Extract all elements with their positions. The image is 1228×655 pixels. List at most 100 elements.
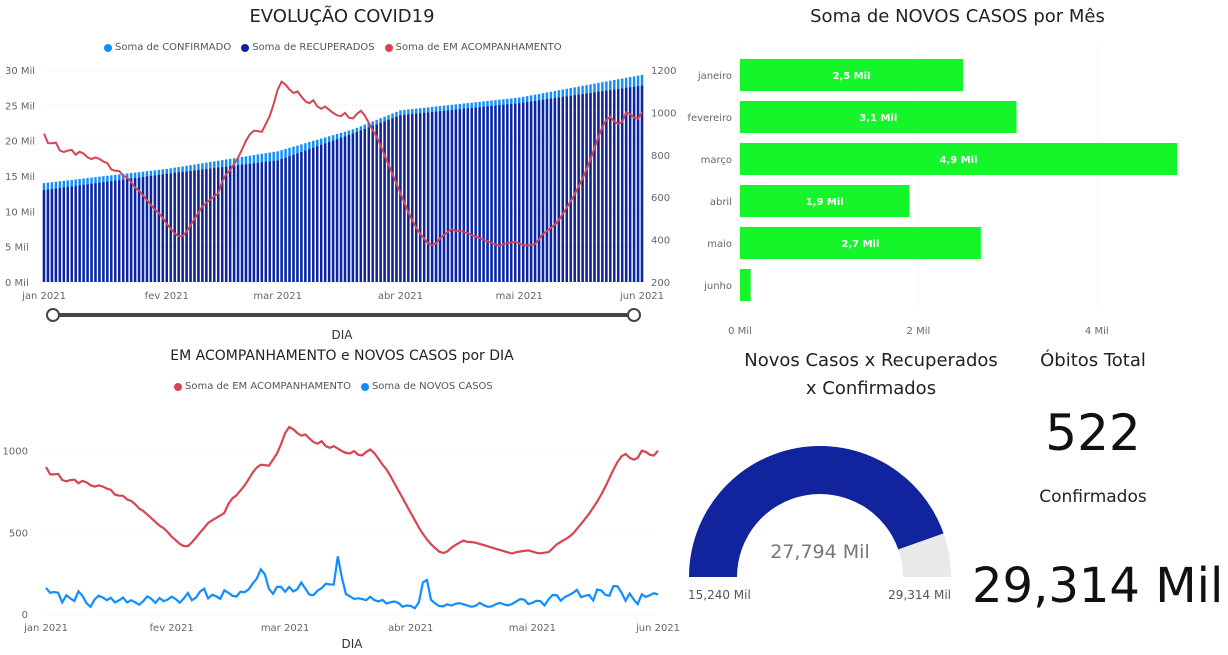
date-range-end-handle[interactable] <box>627 308 641 322</box>
evolucao-chart[interactable]: 0 Mil 5 Mil 10 Mil 15 Mil 20 Mil 25 Mil 30 Mil… <box>0 58 684 308</box>
bar-recuperados[interactable] <box>78 185 81 282</box>
bar-recuperados[interactable] <box>371 125 374 282</box>
bar-recuperados[interactable] <box>252 163 256 282</box>
bar-recuperados[interactable] <box>268 161 271 282</box>
bar-recuperados[interactable] <box>137 177 141 282</box>
bar-recuperados[interactable] <box>359 130 363 282</box>
bar-recuperados[interactable] <box>478 107 481 282</box>
bar-recuperados[interactable] <box>335 139 339 282</box>
bar-recuperados[interactable] <box>244 164 248 282</box>
bar-recuperados[interactable] <box>339 137 343 282</box>
bar-recuperados[interactable] <box>316 146 319 282</box>
bar-recuperados[interactable] <box>66 186 69 282</box>
legend-item-acompanhamento[interactable]: Soma de EM ACOMPANHAMENTO <box>384 42 562 53</box>
bar-recuperados[interactable] <box>636 86 640 282</box>
bar-recuperados[interactable] <box>149 175 153 282</box>
bar-recuperados[interactable] <box>236 165 240 282</box>
bar-recuperados[interactable] <box>375 124 378 282</box>
bar-recuperados[interactable] <box>561 96 565 282</box>
bar-recuperados[interactable] <box>121 179 125 282</box>
bar-recuperados[interactable] <box>323 143 327 282</box>
bar-recuperados[interactable] <box>153 175 157 282</box>
bar-recuperados[interactable] <box>597 91 600 282</box>
bar-recuperados[interactable] <box>593 92 596 282</box>
bar-recuperados[interactable] <box>94 183 97 282</box>
bar-recuperados[interactable] <box>383 121 386 283</box>
bar-recuperados[interactable] <box>240 164 244 282</box>
bar-recuperados[interactable] <box>403 114 406 282</box>
bar-recuperados[interactable] <box>355 132 359 282</box>
bar-recuperados[interactable] <box>581 94 584 282</box>
bar-recuperados[interactable] <box>308 149 311 282</box>
bar-recuperados[interactable] <box>46 189 50 282</box>
legend-item-recuperados[interactable]: Soma de RECUPERADOS <box>241 42 375 53</box>
bar-recuperados[interactable] <box>585 93 588 282</box>
bar-recuperados[interactable] <box>430 112 434 283</box>
bar-recuperados[interactable] <box>90 183 93 282</box>
bar-recuperados[interactable] <box>589 92 592 282</box>
bar-recuperados[interactable] <box>86 184 89 282</box>
bar-recuperados[interactable] <box>248 163 252 282</box>
bar-recuperados[interactable] <box>110 181 113 282</box>
bar-recuperados[interactable] <box>264 161 267 282</box>
bar-recuperados[interactable] <box>118 180 121 282</box>
bar-recuperados[interactable] <box>224 166 228 282</box>
bar-recuperados[interactable] <box>529 101 533 283</box>
bar-recuperados[interactable] <box>613 89 616 282</box>
bar-recuperados[interactable] <box>474 107 477 282</box>
bar-recuperados[interactable] <box>367 127 370 282</box>
bar-recuperados[interactable] <box>458 109 462 282</box>
diario-chart[interactable]: 0 500 1000 jan 2021 fev 2021 mar 2021 abr 202… <box>0 398 684 655</box>
bar-recuperados[interactable] <box>331 140 335 282</box>
bar-recuperados[interactable] <box>272 160 275 282</box>
bar-recuperados[interactable] <box>319 144 323 282</box>
bar-recuperados[interactable] <box>304 150 307 282</box>
bar-recuperados[interactable] <box>54 188 58 282</box>
bar-recuperados[interactable] <box>494 105 497 282</box>
bar-recuperados[interactable] <box>498 105 501 282</box>
bar-recuperados[interactable] <box>545 99 549 282</box>
bar-recuperados[interactable] <box>260 162 264 282</box>
legend-item-confirmado[interactable]: Soma de CONFIRMADO <box>104 42 231 53</box>
bar-recuperados[interactable] <box>82 184 85 282</box>
bar-mes[interactable] <box>740 185 910 217</box>
bar-mes[interactable] <box>740 269 751 301</box>
bar-recuperados[interactable] <box>490 106 493 282</box>
bar-recuperados[interactable] <box>181 171 184 282</box>
bar-recuperados[interactable] <box>486 106 489 282</box>
bar-recuperados[interactable] <box>70 186 73 282</box>
bar-recuperados[interactable] <box>628 87 632 282</box>
bar-recuperados[interactable] <box>343 136 347 282</box>
bar-mes[interactable] <box>740 227 981 259</box>
bar-recuperados[interactable] <box>363 129 367 282</box>
bar-recuperados[interactable] <box>470 108 473 282</box>
bar-recuperados[interactable] <box>284 157 287 282</box>
bar-recuperados[interactable] <box>141 177 145 282</box>
bar-recuperados[interactable] <box>292 154 295 282</box>
bar-recuperados[interactable] <box>601 91 604 282</box>
bar-recuperados[interactable] <box>106 181 109 282</box>
legend-item-acompanhamento[interactable]: Soma de EM ACOMPANHAMENTO <box>174 381 351 392</box>
bar-recuperados[interactable] <box>482 106 485 282</box>
bar-recuperados[interactable] <box>213 168 216 282</box>
bar-recuperados[interactable] <box>632 86 636 282</box>
bar-recuperados[interactable] <box>395 116 398 282</box>
bar-recuperados[interactable] <box>347 135 351 282</box>
bar-recuperados[interactable] <box>387 119 390 282</box>
bar-recuperados[interactable] <box>280 159 283 282</box>
bar-recuperados[interactable] <box>533 100 537 282</box>
bar-recuperados[interactable] <box>379 122 382 282</box>
bar-recuperados[interactable] <box>133 178 137 282</box>
bar-recuperados[interactable] <box>125 179 129 282</box>
bar-recuperados[interactable] <box>102 182 105 282</box>
bar-recuperados[interactable] <box>426 112 430 282</box>
bar-recuperados[interactable] <box>609 90 612 282</box>
bar-recuperados[interactable] <box>549 98 553 282</box>
bar-recuperados[interactable] <box>537 100 541 282</box>
bar-recuperados[interactable] <box>129 178 133 282</box>
bar-recuperados[interactable] <box>58 188 62 282</box>
bar-recuperados[interactable] <box>541 99 545 282</box>
bar-recuperados[interactable] <box>557 97 561 282</box>
bar-recuperados[interactable] <box>514 103 517 283</box>
bar-recuperados[interactable] <box>205 169 208 282</box>
